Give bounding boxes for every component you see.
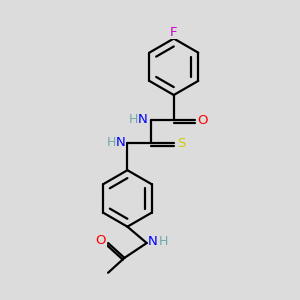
Text: H: H bbox=[129, 113, 138, 126]
Text: O: O bbox=[95, 234, 106, 247]
Text: H: H bbox=[107, 136, 116, 149]
Text: N: N bbox=[137, 113, 147, 126]
Text: H: H bbox=[159, 235, 169, 248]
Text: N: N bbox=[148, 235, 158, 248]
Text: F: F bbox=[170, 26, 178, 38]
Text: N: N bbox=[115, 136, 125, 149]
Text: S: S bbox=[177, 137, 185, 150]
Text: O: O bbox=[197, 114, 208, 127]
